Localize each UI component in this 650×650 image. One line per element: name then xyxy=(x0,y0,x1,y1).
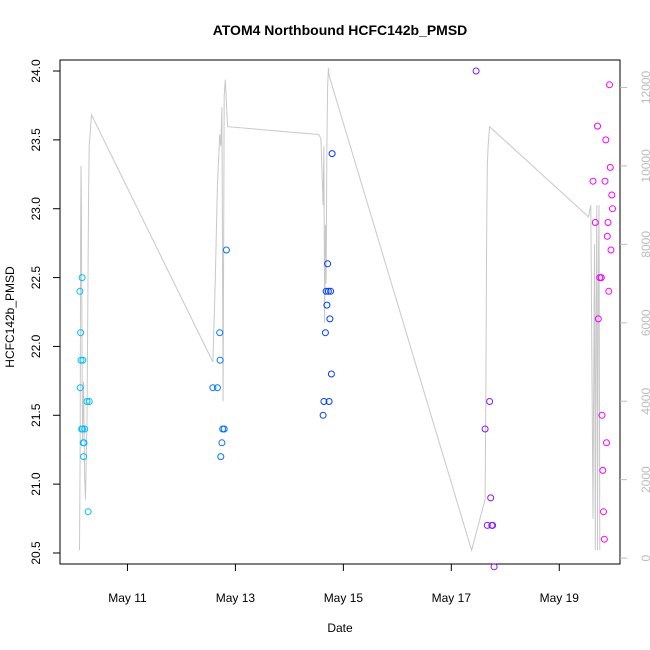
data-point xyxy=(80,453,88,461)
data-point xyxy=(603,232,611,240)
data-point xyxy=(604,219,612,226)
chart-title: ATOM4 Northbound HCFC142b_PMSD xyxy=(213,22,468,38)
data-point xyxy=(79,425,86,433)
y-tick-label: 21.5 xyxy=(29,403,43,427)
x-tick-label: May 11 xyxy=(108,591,147,605)
x-tick-label: May 15 xyxy=(324,591,364,605)
data-point xyxy=(327,287,335,295)
data-point xyxy=(324,287,332,295)
x-tick-label: May 13 xyxy=(216,591,256,605)
points-layer xyxy=(76,67,616,571)
data-point xyxy=(600,508,607,516)
data-point xyxy=(483,521,491,529)
data-point xyxy=(609,205,616,213)
data-point xyxy=(606,81,613,89)
data-point xyxy=(608,191,616,199)
data-point xyxy=(602,136,610,144)
data-point xyxy=(216,329,224,337)
y2-tick-label: 12000 xyxy=(639,70,650,104)
data-point xyxy=(601,177,609,185)
data-point xyxy=(607,246,615,254)
y-tick-label: 22.5 xyxy=(29,266,43,290)
data-point xyxy=(603,439,610,447)
x-axis: May 11 May 13 May 15 May 17 May 19 xyxy=(108,564,579,605)
data-point xyxy=(326,315,334,323)
data-point xyxy=(487,494,495,502)
altitude-line xyxy=(79,67,601,553)
data-point xyxy=(490,563,498,571)
data-point xyxy=(321,329,329,337)
data-point xyxy=(328,150,336,158)
data-point xyxy=(85,398,93,405)
y2-tick-label: 10000 xyxy=(639,149,650,183)
data-point xyxy=(323,301,331,309)
data-point xyxy=(589,177,597,185)
y2-tick-label: 6000 xyxy=(639,309,650,336)
data-point xyxy=(77,356,85,364)
data-point xyxy=(606,163,614,171)
data-point xyxy=(594,122,601,130)
y-tick-label: 20.5 xyxy=(29,541,43,565)
data-point xyxy=(327,370,335,378)
data-point xyxy=(77,329,85,337)
y-axis-label: HCFC142b_PMSD xyxy=(3,266,17,368)
data-point xyxy=(598,411,606,419)
y2-tick-label: 4000 xyxy=(639,388,650,415)
data-point xyxy=(322,287,330,295)
data-point xyxy=(83,398,91,405)
data-point xyxy=(320,398,328,405)
data-point xyxy=(220,425,228,433)
y-tick-label: 24.0 xyxy=(29,59,43,83)
x-axis-label: Date xyxy=(327,621,353,635)
y-tick-label: 22.0 xyxy=(29,334,43,358)
x-tick-label: May 19 xyxy=(540,591,580,605)
y-tick-label: 21.0 xyxy=(29,472,43,496)
data-point xyxy=(78,274,86,282)
y-tick-label: 23.5 xyxy=(29,128,43,152)
data-point xyxy=(319,411,327,419)
x-tick-label: May 17 xyxy=(432,591,472,605)
altitude-line-layer xyxy=(79,67,601,553)
data-point xyxy=(489,521,497,529)
data-point xyxy=(481,425,489,433)
data-point xyxy=(216,356,224,364)
y2-tick-label: 8000 xyxy=(639,231,650,258)
data-point xyxy=(599,466,607,474)
data-point xyxy=(325,398,333,405)
data-point xyxy=(472,67,480,75)
data-point xyxy=(80,439,88,447)
y2-tick-label: 0 xyxy=(639,554,650,561)
data-point xyxy=(76,384,84,392)
data-point xyxy=(76,287,84,295)
data-point xyxy=(600,535,608,543)
y-tick-label: 23.0 xyxy=(29,197,43,221)
data-point xyxy=(486,398,494,405)
data-point xyxy=(597,274,605,282)
data-point xyxy=(605,287,613,295)
data-point xyxy=(79,356,87,364)
data-point xyxy=(81,425,89,433)
y2-tick-label: 2000 xyxy=(639,466,650,493)
data-point xyxy=(594,315,602,323)
data-point xyxy=(84,508,92,516)
y2-axis: 0 2000 4000 6000 8000 10000 12000 xyxy=(620,70,650,561)
plot-frame xyxy=(59,59,621,565)
data-point xyxy=(217,453,225,461)
data-point xyxy=(591,219,599,226)
data-point xyxy=(209,384,217,392)
data-point xyxy=(222,246,230,254)
y-axis: 20.5 21.0 21.5 22.0 22.5 23.0 23.5 24.0 xyxy=(29,59,60,565)
data-point xyxy=(218,439,226,447)
data-point xyxy=(324,260,332,268)
data-point xyxy=(213,384,221,392)
